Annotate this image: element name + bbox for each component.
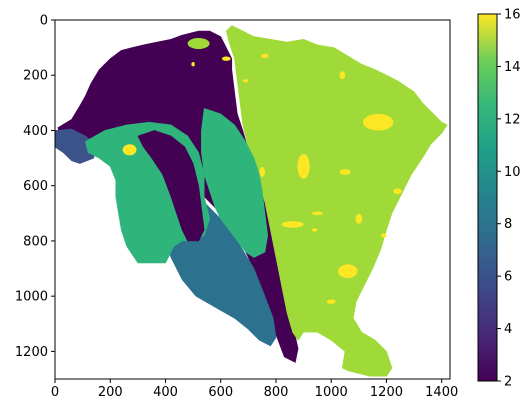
value-spot-11: [312, 212, 323, 215]
value-spot-7: [259, 167, 265, 177]
colorbar-tick-label: 10: [504, 165, 521, 180]
y-tick-label: 400: [23, 124, 48, 139]
y-tick-label: 800: [23, 234, 48, 249]
x-tick-label: 200: [98, 385, 123, 400]
value-spot-5: [356, 214, 363, 224]
value-spot-16: [381, 233, 387, 237]
colorbar-tick-label: 2: [504, 375, 512, 390]
colorbar-tick-label: 14: [504, 60, 521, 75]
value-spot-1: [298, 154, 310, 179]
colorbar-tick-label: 6: [504, 270, 512, 285]
y-tick-label: 0: [40, 14, 48, 29]
y-tick-label: 1000: [15, 290, 48, 305]
x-tick-label: 1200: [370, 385, 403, 400]
value-spot-10: [327, 300, 336, 304]
x-tick-label: 1400: [425, 385, 458, 400]
x-tick-label: 400: [153, 385, 178, 400]
value-spot-9: [393, 188, 402, 194]
value-spot-0: [363, 114, 393, 131]
value-spot-17: [312, 228, 318, 231]
value-spot-15: [243, 79, 249, 82]
x-tick-label: 600: [208, 385, 233, 400]
value-spot-8: [123, 144, 137, 155]
colorbar-tick-label: 16: [504, 8, 521, 23]
x-tick-label: 1000: [315, 385, 348, 400]
colorbar: 2 4 6 8 10 12 14 16: [478, 8, 521, 390]
value-spot-13: [222, 57, 231, 61]
y-tick-label: 200: [23, 69, 48, 84]
value-spot-2: [338, 264, 357, 278]
colorbar-gradient: [478, 14, 497, 381]
value-spot-3: [282, 221, 304, 228]
colorbar-ticks: 2 4 6 8 10 12 14 16: [497, 8, 521, 390]
colorbar-tick-label: 8: [504, 217, 512, 232]
value-spot-18: [188, 38, 210, 49]
value-spot-14: [191, 62, 194, 66]
x-axis: 0 200 400 600 800 1000 1200 1400: [51, 379, 458, 400]
x-tick-label: 0: [51, 385, 59, 400]
y-tick-label: 1200: [15, 345, 48, 360]
colorbar-tick-label: 4: [504, 322, 512, 337]
y-axis: 0 200 400 600 800 1000 1200: [15, 14, 55, 360]
colorbar-tick-label: 12: [504, 112, 521, 127]
value-spot-12: [261, 54, 269, 58]
value-spot-4: [340, 169, 351, 175]
plot-area: [55, 26, 447, 377]
value-spot-6: [340, 71, 346, 79]
x-tick-label: 800: [264, 385, 289, 400]
y-tick-label: 600: [23, 179, 48, 194]
